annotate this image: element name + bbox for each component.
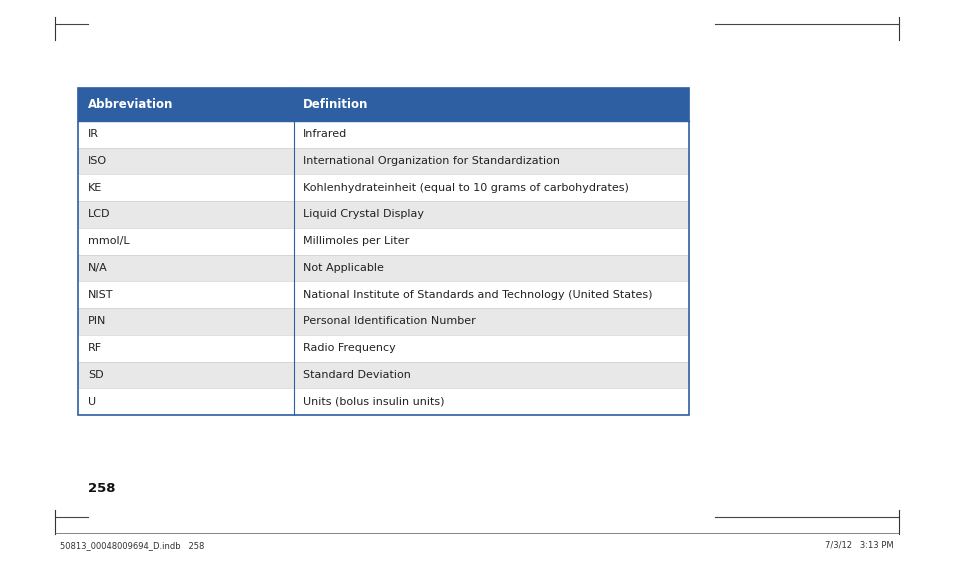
Text: Kohlenhydrateinheit (equal to 10 grams of carbohydrates): Kohlenhydrateinheit (equal to 10 grams o… <box>303 183 629 193</box>
Bar <box>78 201 688 228</box>
Bar <box>78 362 688 388</box>
Text: IR: IR <box>88 129 99 139</box>
Bar <box>78 308 688 335</box>
Text: International Organization for Standardization: International Organization for Standardi… <box>303 156 559 166</box>
Bar <box>78 388 688 415</box>
Bar <box>78 88 688 121</box>
Text: Radio Frequency: Radio Frequency <box>303 343 395 353</box>
Text: U: U <box>88 397 96 407</box>
Text: 7/3/12   3:13 PM: 7/3/12 3:13 PM <box>824 541 893 550</box>
Bar <box>78 335 688 362</box>
Text: 258: 258 <box>88 483 115 495</box>
Text: KE: KE <box>88 183 102 193</box>
Text: RF: RF <box>88 343 102 353</box>
Text: Not Applicable: Not Applicable <box>303 263 384 273</box>
Text: 50813_00048009694_D.indb   258: 50813_00048009694_D.indb 258 <box>60 541 204 550</box>
Text: mmol/L: mmol/L <box>88 236 130 246</box>
Bar <box>78 121 688 147</box>
Bar <box>78 174 688 201</box>
Text: ISO: ISO <box>88 156 107 166</box>
Bar <box>78 147 688 174</box>
Text: NIST: NIST <box>88 290 113 300</box>
Text: Standard Deviation: Standard Deviation <box>303 370 411 380</box>
Text: Infrared: Infrared <box>303 129 347 139</box>
Text: SD: SD <box>88 370 103 380</box>
Bar <box>78 255 688 281</box>
Text: Personal Identification Number: Personal Identification Number <box>303 316 476 327</box>
Bar <box>78 281 688 308</box>
Text: Definition: Definition <box>303 98 369 111</box>
Bar <box>78 88 688 415</box>
Text: Units (bolus insulin units): Units (bolus insulin units) <box>303 397 444 407</box>
Text: Abbreviation: Abbreviation <box>88 98 172 111</box>
Text: Millimoles per Liter: Millimoles per Liter <box>303 236 409 246</box>
Text: N/A: N/A <box>88 263 108 273</box>
Text: PIN: PIN <box>88 316 106 327</box>
Bar <box>78 228 688 255</box>
Text: Liquid Crystal Display: Liquid Crystal Display <box>303 209 424 219</box>
Text: National Institute of Standards and Technology (United States): National Institute of Standards and Tech… <box>303 290 652 300</box>
Text: LCD: LCD <box>88 209 111 219</box>
